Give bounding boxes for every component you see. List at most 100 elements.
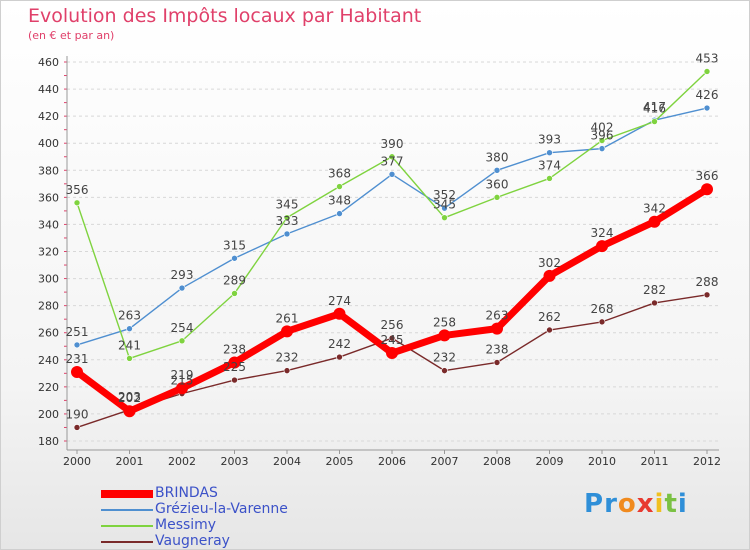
legend-label: Grézieu-la-Varenne [155, 501, 288, 517]
data-label: 377 [381, 154, 404, 168]
data-label: 215 [171, 374, 194, 388]
data-label: 190 [66, 407, 89, 421]
x-tick-label: 2000 [63, 455, 91, 468]
data-point [281, 325, 293, 338]
data-point [333, 307, 346, 320]
data-label: 256 [381, 318, 404, 332]
data-label: 268 [591, 302, 614, 316]
data-label: 251 [66, 325, 89, 339]
x-tick-label: 2003 [221, 455, 249, 468]
chart-subtitle: (en € et par an) [28, 29, 115, 42]
logo-letter: o [617, 489, 637, 519]
data-label: 288 [696, 275, 719, 289]
y-tick-label: 280 [38, 300, 59, 313]
data-label: 203 [118, 390, 141, 404]
data-point [178, 284, 186, 292]
data-label: 360 [486, 177, 509, 191]
data-label: 348 [328, 194, 351, 208]
legend-label: Vaugneray [155, 533, 230, 549]
logo-letter: i [677, 489, 688, 519]
x-tick-label: 2011 [641, 455, 669, 468]
data-label: 254 [171, 321, 194, 335]
x-tick-label: 2009 [536, 455, 564, 468]
data-label: 219 [171, 368, 194, 382]
data-point [701, 183, 713, 196]
data-point [438, 329, 451, 342]
data-label: 315 [223, 238, 246, 252]
y-tick-label: 380 [38, 164, 59, 177]
data-label: 366 [696, 169, 719, 183]
y-tick-label: 180 [38, 435, 59, 448]
y-tick-label: 420 [38, 110, 59, 123]
data-point [228, 356, 241, 369]
data-label: 368 [328, 167, 351, 181]
logo-letter: t [664, 489, 678, 519]
data-point [546, 149, 553, 156]
data-point [648, 215, 661, 228]
data-point [126, 355, 133, 362]
data-point [388, 171, 396, 178]
data-label: 274 [328, 294, 351, 308]
data-point [126, 325, 133, 332]
data-point [543, 269, 556, 282]
data-point [386, 347, 398, 360]
y-tick-label: 220 [38, 381, 59, 394]
y-tick-label: 200 [38, 408, 59, 421]
data-label: 396 [591, 129, 614, 143]
logo-letter: i [654, 489, 665, 519]
data-label: 232 [276, 351, 299, 365]
x-tick-label: 2001 [116, 455, 144, 468]
data-point [283, 230, 291, 238]
logo-letter: r [604, 489, 618, 519]
y-tick-label: 400 [38, 137, 59, 150]
y-tick-label: 360 [38, 191, 59, 204]
data-label: 302 [538, 256, 561, 270]
data-point [651, 118, 658, 125]
y-tick-label: 320 [38, 246, 59, 259]
data-label: 232 [433, 351, 456, 365]
data-label: 390 [381, 137, 404, 151]
chart-title: Evolution des Impôts locaux par Habitant [28, 5, 422, 27]
data-point [493, 359, 501, 366]
data-point [491, 322, 503, 335]
data-point [703, 104, 711, 112]
legend-label: BRINDAS [155, 485, 218, 501]
data-point [493, 194, 501, 201]
data-label: 342 [643, 202, 666, 216]
data-point [493, 166, 501, 174]
data-label: 293 [171, 268, 194, 282]
data-label: 402 [591, 121, 614, 135]
data-point [231, 376, 238, 384]
data-label: 333 [276, 214, 299, 228]
data-point [546, 175, 553, 182]
data-label: 345 [433, 198, 456, 212]
data-label: 241 [118, 338, 141, 352]
data-point [231, 290, 238, 297]
proxiti-logo: Proxiti [584, 489, 688, 519]
logo-letter: P [584, 489, 605, 519]
data-label: 352 [433, 188, 456, 202]
data-label: 282 [643, 283, 666, 297]
data-point [546, 326, 553, 334]
data-label: 202 [118, 391, 141, 405]
x-tick-label: 2005 [326, 455, 354, 468]
data-label: 345 [276, 198, 299, 212]
data-label: 258 [433, 315, 456, 329]
data-point [336, 183, 343, 190]
x-tick-label: 2007 [431, 455, 459, 468]
data-point [598, 318, 606, 326]
data-point [231, 254, 238, 262]
data-label: 453 [696, 51, 719, 65]
data-point [176, 382, 188, 395]
legend-swatch [101, 490, 153, 498]
y-tick-label: 460 [38, 56, 59, 69]
legend-swatch [101, 525, 153, 527]
data-label: 263 [118, 309, 141, 323]
data-label: 238 [486, 342, 509, 356]
x-tick-label: 2002 [168, 455, 196, 468]
data-point [441, 367, 448, 374]
data-point [703, 68, 711, 75]
legend-swatch [101, 509, 153, 511]
logo-letter: x [636, 489, 655, 519]
